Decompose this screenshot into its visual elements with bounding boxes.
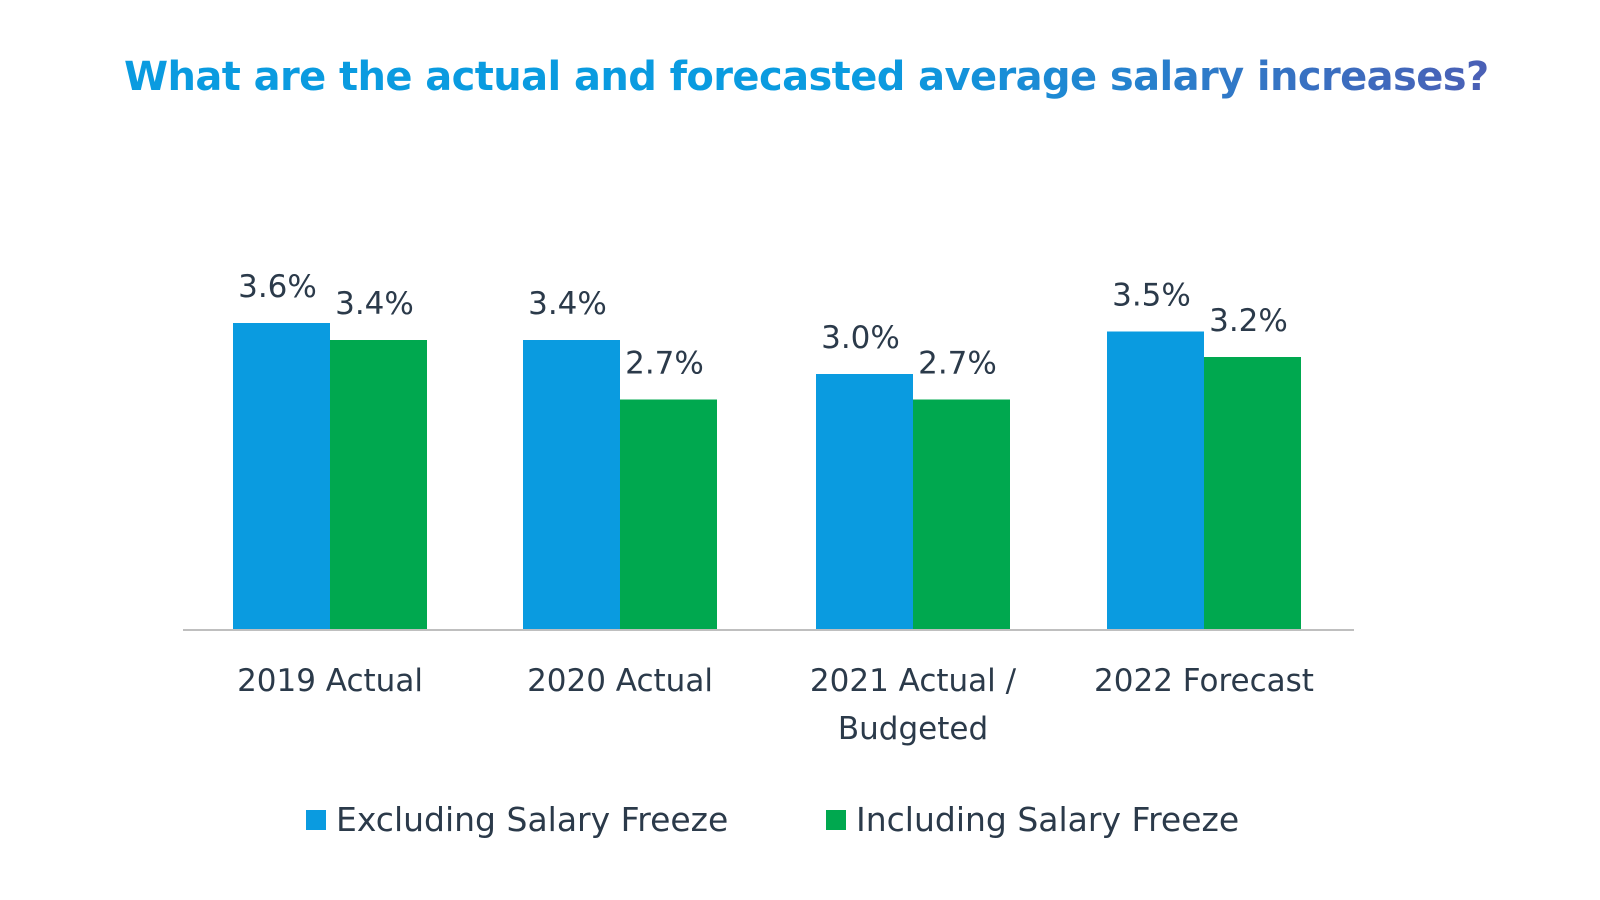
bar-series0-cat2: [816, 374, 913, 629]
category-label-1-line0: 2020 Actual: [527, 663, 713, 699]
legend-swatch-excluding: [306, 809, 326, 830]
chart-title: What are the actual and forecasted avera…: [124, 54, 1524, 100]
legend-label-including: Including Salary Freeze: [856, 800, 1240, 839]
bar-series0-cat1: [523, 340, 620, 629]
value-label-series1-cat0: 3.4%: [335, 286, 414, 322]
category-label-2-line1: Budgeted: [838, 711, 988, 747]
legend: Excluding Salary Freeze Including Salary…: [0, 800, 1600, 850]
value-label-series0-cat1: 3.4%: [528, 286, 607, 322]
value-label-series1-cat2: 2.7%: [918, 346, 997, 382]
value-label-series0-cat2: 3.0%: [821, 320, 900, 356]
value-label-series0-cat3: 3.5%: [1112, 278, 1191, 314]
legend-item-excluding: Excluding Salary Freeze: [306, 800, 728, 839]
bar-series0-cat0: [233, 323, 330, 629]
bars-layer: [233, 323, 1301, 629]
legend-swatch-including: [826, 809, 846, 830]
value-label-series0-cat0: 3.6%: [238, 269, 317, 305]
value-label-series1-cat1: 2.7%: [625, 346, 704, 382]
legend-item-including: Including Salary Freeze: [826, 800, 1239, 839]
category-label-0-line0: 2019 Actual: [237, 663, 423, 699]
legend-label-excluding: Excluding Salary Freeze: [336, 800, 729, 839]
bar-series1-cat3: [1204, 357, 1301, 629]
category-labels-layer: 2019 Actual 2020 Actual 2021 Actual / Budge…: [237, 663, 1314, 747]
value-labels-layer: 3.6% 3.4% 3.0% 3.5% 3.4% 2.7% 2.7% 3.2%: [238, 269, 1288, 382]
bar-series1-cat2: [913, 399, 1010, 629]
category-label-2-line0: 2021 Actual /: [810, 663, 1017, 699]
bar-series1-cat0: [330, 340, 427, 629]
bar-series0-cat3: [1107, 331, 1204, 629]
chart-title-text: What are the actual and forecasted avera…: [124, 54, 1489, 100]
category-label-3-line0: 2022 Forecast: [1094, 663, 1314, 699]
bar-series1-cat1: [620, 399, 717, 629]
value-label-series1-cat3: 3.2%: [1209, 303, 1288, 339]
